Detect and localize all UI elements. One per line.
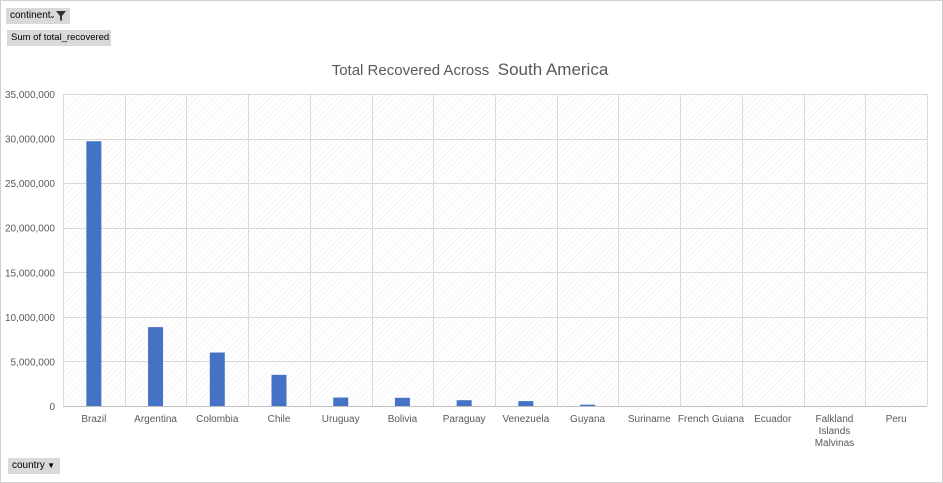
y-tick-label: 15,000,000 bbox=[5, 268, 55, 279]
x-tick-label: Colombia bbox=[196, 414, 239, 425]
x-tick-label: Suriname bbox=[628, 414, 671, 425]
y-tick-label: 20,000,000 bbox=[5, 224, 55, 235]
y-tick-label: 0 bbox=[49, 402, 55, 413]
gridlines bbox=[63, 94, 928, 407]
bars bbox=[86, 141, 596, 406]
bar bbox=[580, 404, 596, 406]
bar bbox=[86, 141, 102, 406]
bar bbox=[518, 401, 534, 406]
bar bbox=[209, 352, 225, 406]
chart-title-part1: Total Recovered Across bbox=[332, 62, 490, 79]
country-filter-button[interactable]: country ▼ bbox=[8, 458, 60, 474]
y-tick-label: 10,000,000 bbox=[5, 313, 55, 324]
x-tick-label: French Guiana bbox=[678, 414, 745, 425]
chevron-down-icon: ▼ bbox=[47, 461, 55, 470]
value-field-button[interactable]: Sum of total_recovered bbox=[7, 30, 111, 46]
bar bbox=[394, 397, 410, 406]
x-axis: Brazil Argentina Colombia Chile Uruguay Boliv… bbox=[81, 414, 906, 449]
x-tick-label: Uruguay bbox=[322, 414, 360, 425]
x-tick-label: Falkland Islands Malvinas bbox=[815, 414, 854, 449]
y-tick-label: 5,000,000 bbox=[11, 357, 56, 368]
x-tick-label: Bolivia bbox=[388, 414, 418, 425]
x-tick-label: Chile bbox=[268, 414, 291, 425]
x-tick-label: Venezuela bbox=[502, 414, 549, 425]
x-tick-label: Ecuador bbox=[754, 414, 792, 425]
x-tick-label: Peru bbox=[886, 414, 907, 425]
continent-filter-button[interactable]: continent ⌄ bbox=[6, 8, 70, 24]
continent-filter-label: continent bbox=[10, 10, 51, 21]
x-tick-label: Guyana bbox=[570, 414, 605, 425]
bar bbox=[333, 397, 349, 406]
x-tick-label: Paraguay bbox=[443, 414, 486, 425]
y-tick-label: 25,000,000 bbox=[5, 179, 55, 190]
funnel-icon bbox=[56, 11, 66, 21]
chart-title: Total Recovered Across South America bbox=[332, 60, 609, 79]
country-filter-label: country bbox=[12, 460, 45, 471]
chart-title-part2: South America bbox=[498, 60, 609, 79]
y-tick-label: 35,000,000 bbox=[5, 90, 55, 101]
x-tick-label: Brazil bbox=[81, 414, 106, 425]
bar bbox=[148, 327, 164, 406]
x-tick-label: Argentina bbox=[134, 414, 177, 425]
y-axis: 0 5,000,000 10,000,000 15,000,000 20,000,000… bbox=[5, 90, 56, 413]
y-tick-label: 30,000,000 bbox=[5, 135, 55, 146]
value-field-label: Sum of total_recovered bbox=[11, 32, 110, 43]
bar bbox=[271, 374, 287, 406]
chevron-down-icon: ⌄ bbox=[49, 11, 56, 20]
bar bbox=[456, 400, 472, 406]
